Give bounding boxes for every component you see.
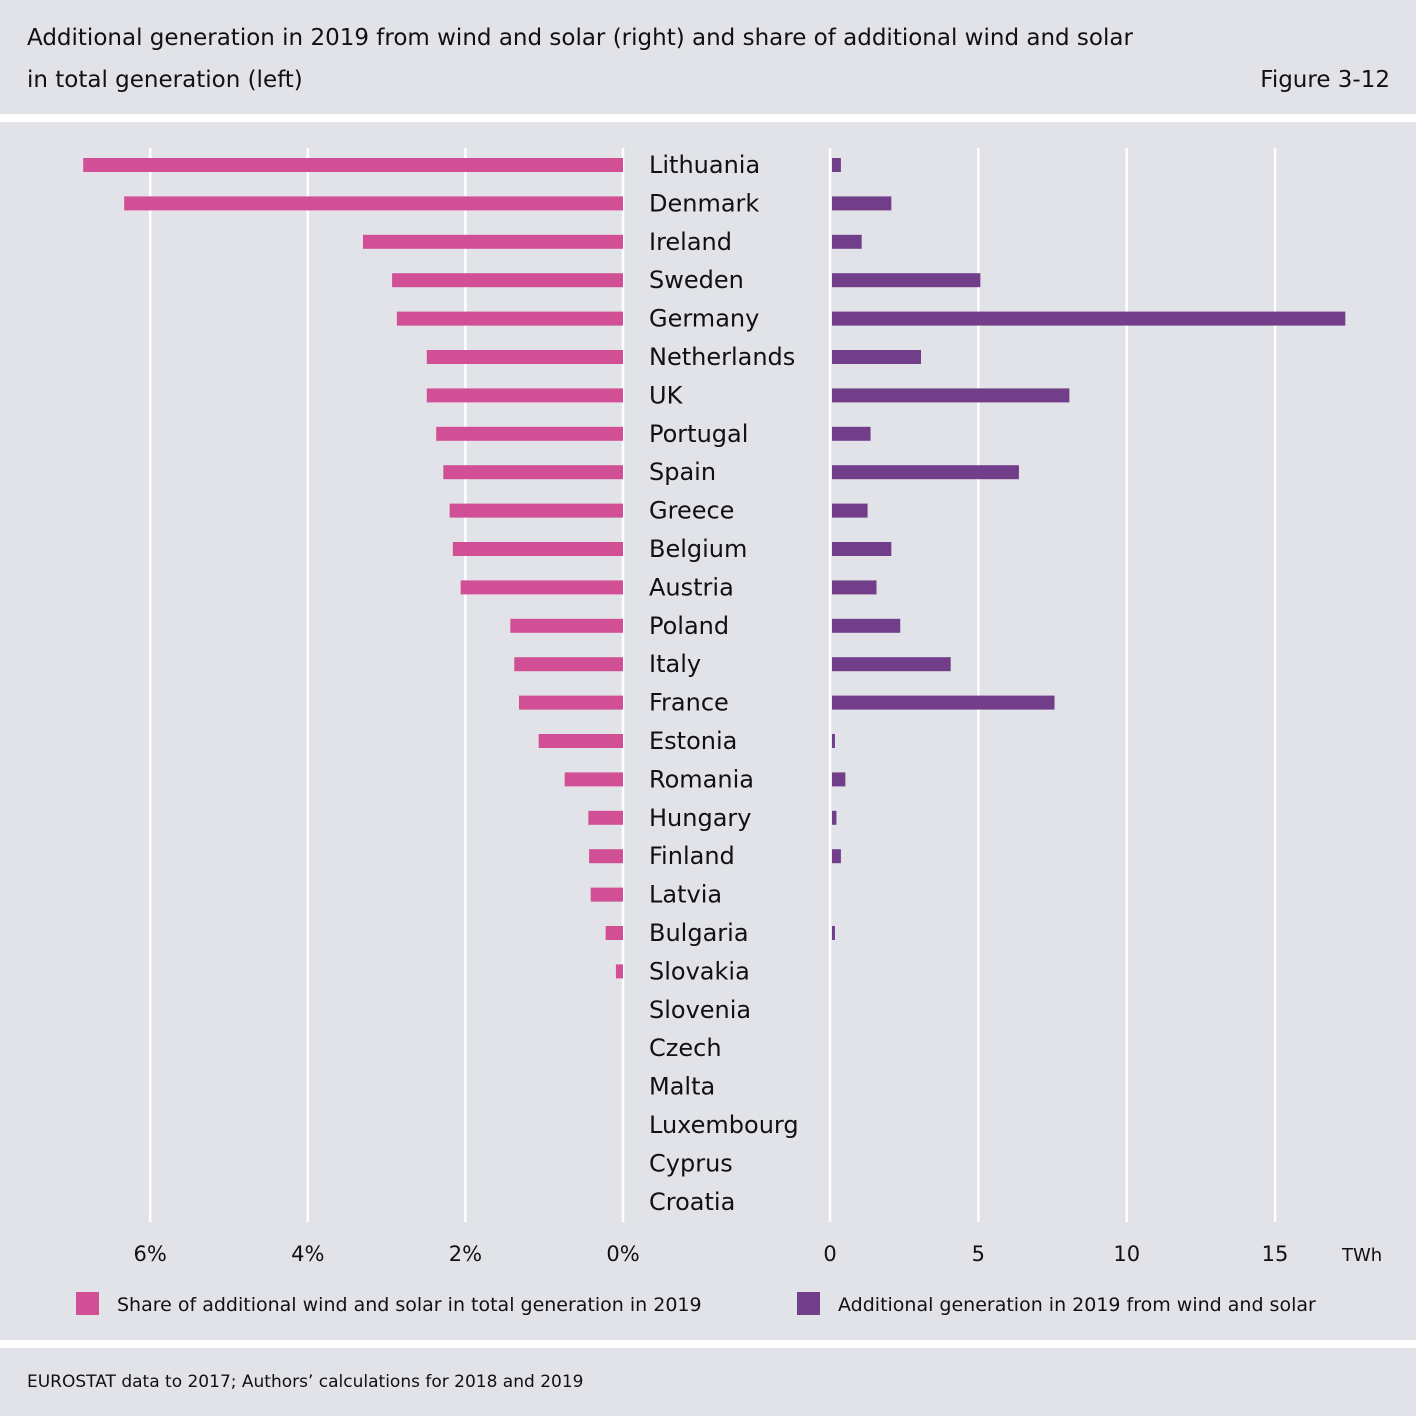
- share-bar-greece: [449, 503, 623, 518]
- share-bar-finland: [589, 849, 623, 864]
- country-label-slovakia: Slovakia: [649, 957, 750, 985]
- footer-panel: [0, 1348, 1416, 1416]
- country-labels: Lithuania Denmark Ireland Sweden Germany Neth…: [649, 151, 799, 1216]
- legend: Share of additional wind and solar in to…: [76, 1292, 1316, 1316]
- legend-swatch-generation: [797, 1292, 820, 1315]
- generation-bar-austria: [832, 580, 877, 595]
- country-label-luxembourg: Luxembourg: [649, 1111, 799, 1139]
- share-bar-lithuania: [83, 158, 624, 172]
- country-label-czech: Czech: [649, 1034, 722, 1062]
- country-label-slovenia: Slovenia: [649, 996, 751, 1024]
- share-bar-bulgaria: [605, 926, 623, 940]
- share-bar-latvia: [590, 887, 623, 902]
- generation-bar-romania: [832, 772, 846, 787]
- share-bar-poland: [510, 618, 623, 633]
- country-label-finland: Finland: [649, 842, 735, 870]
- share-bars: [83, 158, 624, 979]
- country-label-portugal: Portugal: [649, 420, 748, 448]
- generation-bar-italy: [832, 657, 951, 672]
- share-bar-estonia: [538, 734, 623, 748]
- share-bar-italy: [514, 657, 623, 672]
- country-label-bulgaria: Bulgaria: [649, 919, 749, 947]
- generation-bar-sweden: [832, 273, 981, 288]
- country-label-france: France: [649, 689, 729, 717]
- country-label-poland: Poland: [649, 612, 729, 640]
- country-label-ireland: Ireland: [649, 228, 732, 256]
- country-label-denmark: Denmark: [649, 189, 759, 217]
- generation-bar-uk: [832, 388, 1070, 403]
- generation-bar-greece: [832, 503, 868, 518]
- share-bar-denmark: [124, 196, 624, 211]
- generation-bar-germany: [832, 311, 1346, 326]
- country-label-cyprus: Cyprus: [649, 1149, 733, 1177]
- legend-label-share: Share of additional wind and solar in to…: [117, 1294, 702, 1316]
- share-bar-sweden: [392, 273, 623, 288]
- country-label-croatia: Croatia: [649, 1188, 735, 1216]
- generation-bar-portugal: [832, 426, 871, 441]
- figure-label: Figure 3-12: [1260, 67, 1390, 93]
- share-bar-austria: [460, 580, 623, 595]
- generation-bar-france: [832, 695, 1055, 710]
- generation-bar-hungary: [832, 810, 837, 825]
- country-label-belgium: Belgium: [649, 535, 747, 563]
- legend-label-generation: Additional generation in 2019 from wind …: [838, 1294, 1316, 1316]
- country-label-italy: Italy: [649, 650, 701, 678]
- chart-title-line2: in total generation (left): [27, 67, 303, 93]
- generation-bar-denmark: [832, 196, 892, 211]
- country-label-malta: Malta: [649, 1073, 715, 1101]
- left-tick-label: 4%: [291, 1242, 324, 1266]
- generation-bar-lithuania: [832, 158, 841, 172]
- right-tick-label: 10: [1113, 1242, 1140, 1266]
- country-label-germany: Germany: [649, 305, 759, 333]
- share-bar-belgium: [452, 542, 623, 556]
- chart-title-line1: Additional generation in 2019 from wind …: [27, 25, 1133, 51]
- generation-bar-bulgaria: [832, 926, 835, 940]
- right-tick-label: 15: [1262, 1242, 1289, 1266]
- generation-bars: [832, 158, 1346, 940]
- share-bar-netherlands: [426, 350, 623, 364]
- header-panel: Additional generation in 2019 from wind …: [0, 0, 1416, 114]
- share-bar-slovakia: [615, 964, 623, 979]
- generation-bar-finland: [832, 849, 841, 864]
- country-label-hungary: Hungary: [649, 804, 751, 832]
- country-label-sweden: Sweden: [649, 266, 744, 294]
- country-label-spain: Spain: [649, 458, 716, 486]
- country-label-netherlands: Netherlands: [649, 343, 795, 371]
- country-label-lithuania: Lithuania: [649, 151, 760, 179]
- share-bar-france: [518, 695, 623, 710]
- generation-bar-netherlands: [832, 350, 922, 364]
- country-label-greece: Greece: [649, 497, 734, 525]
- generation-bar-spain: [832, 465, 1019, 480]
- country-label-uk: UK: [649, 381, 684, 409]
- right-tick-label: 5: [972, 1242, 985, 1266]
- share-bar-spain: [443, 465, 623, 480]
- legend-swatch-share: [76, 1292, 99, 1315]
- right-gridlines: [828, 148, 1277, 1222]
- share-bar-hungary: [588, 810, 623, 825]
- share-bar-germany: [396, 311, 623, 326]
- source-note: EUROSTAT data to 2017; Authors’ calculat…: [27, 1372, 584, 1392]
- country-label-latvia: Latvia: [649, 881, 722, 909]
- generation-bar-ireland: [832, 234, 862, 249]
- share-bar-romania: [564, 772, 623, 787]
- generation-bar-poland: [832, 618, 901, 633]
- right-tick-label: 0: [823, 1242, 836, 1266]
- left-tick-labels: 0% 2% 4% 6%: [134, 1242, 640, 1266]
- left-tick-label: 0%: [606, 1242, 639, 1266]
- generation-bar-belgium: [832, 542, 892, 556]
- generation-bar-estonia: [832, 734, 835, 748]
- share-bar-portugal: [436, 426, 623, 441]
- country-label-austria: Austria: [649, 573, 734, 601]
- right-tick-labels: 0 5 10 15: [823, 1242, 1288, 1266]
- right-axis-unit-label: TWh: [1341, 1245, 1382, 1266]
- country-label-estonia: Estonia: [649, 727, 737, 755]
- left-tick-label: 6%: [134, 1242, 167, 1266]
- left-tick-label: 2%: [449, 1242, 482, 1266]
- left-gridlines: [148, 148, 625, 1222]
- country-label-romania: Romania: [649, 765, 754, 793]
- share-bar-uk: [426, 388, 623, 403]
- share-bar-ireland: [362, 234, 623, 249]
